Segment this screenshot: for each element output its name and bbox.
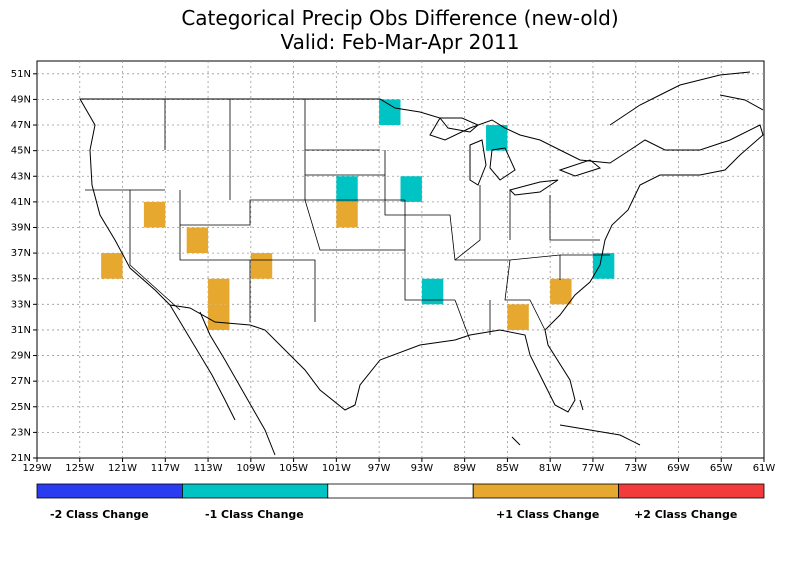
legend-label-minus1: -1 Class Change	[205, 508, 304, 521]
lat-tick-label: 29N	[11, 351, 31, 362]
lat-tick-label: 33N	[11, 299, 31, 310]
lat-tick-label: 27N	[11, 376, 31, 387]
minus1-cell	[592, 253, 615, 279]
lat-tick-label: 39N	[11, 222, 31, 233]
lat-tick-label: 49N	[11, 94, 31, 105]
plus1-cell	[186, 227, 209, 254]
state-boundaries	[85, 99, 610, 341]
lon-tick-label: 117W	[151, 463, 180, 474]
legend-colorbar	[36, 483, 765, 499]
legend-swatch	[472, 483, 620, 499]
lat-tick-label: 23N	[11, 427, 31, 438]
lon-tick-label: 121W	[108, 463, 137, 474]
lat-tick-label: 41N	[11, 197, 31, 208]
lon-tick-label: 113W	[194, 463, 223, 474]
legend-label-minus2: -2 Class Change	[50, 508, 149, 521]
lon-tick-label: 129W	[23, 463, 52, 474]
legend-swatch	[36, 483, 183, 499]
lat-tick-label: 21N	[11, 453, 31, 464]
lat-tick-label: 47N	[11, 120, 31, 131]
plus1-cell	[208, 278, 230, 305]
plus1-cell	[101, 253, 123, 279]
lat-tick-label: 51N	[11, 69, 31, 80]
lon-tick-label: 109W	[236, 463, 265, 474]
plus1-cell	[550, 278, 572, 305]
lat-tick-label: 31N	[11, 325, 31, 336]
lat-tick-label: 43N	[11, 171, 31, 182]
minus1-cell	[400, 176, 422, 202]
minus1-cell	[336, 176, 358, 202]
minus1-cell	[421, 278, 444, 305]
gridlines	[37, 61, 764, 458]
lat-tick-label: 25N	[11, 402, 31, 413]
lon-tick-label: 77W	[582, 463, 605, 474]
minus1-cell	[379, 99, 401, 126]
minus1-cell	[486, 125, 508, 151]
lon-tick-label: 65W	[710, 463, 733, 474]
lon-tick-label: 97W	[368, 463, 391, 474]
plus1-cell	[250, 253, 273, 279]
lon-tick-label: 101W	[322, 463, 351, 474]
map-valid-date: Valid: Feb-Mar-Apr 2011	[280, 30, 520, 54]
lon-tick-label: 61W	[753, 463, 776, 474]
lon-tick-label: 89W	[453, 463, 476, 474]
lon-tick-label: 69W	[667, 463, 690, 474]
map-title: Categorical Precip Obs Difference (new-o…	[181, 6, 619, 30]
legend-swatch	[618, 483, 765, 499]
lat-tick-label: 35N	[11, 274, 31, 285]
us-outline	[79, 71, 764, 456]
lon-tick-label: 105W	[279, 463, 308, 474]
lon-tick-label: 81W	[539, 463, 562, 474]
plus1-cell	[208, 304, 230, 330]
anomaly-cells	[101, 99, 615, 330]
legend-label-plus2: +2 Class Change	[634, 508, 738, 521]
lon-tick-label: 73W	[624, 463, 647, 474]
lon-tick-label: 85W	[496, 463, 519, 474]
axis-ticks: 129W 125W 121W 117W 113W 109W 105W 101W 97W 93W 89…	[11, 69, 776, 474]
legend-swatch	[181, 483, 329, 499]
lat-tick-label: 45N	[11, 146, 31, 157]
lon-tick-label: 125W	[65, 463, 94, 474]
lon-tick-label: 93W	[411, 463, 434, 474]
lat-tick-label: 37N	[11, 248, 31, 259]
legend-label-plus1: +1 Class Change	[496, 508, 600, 521]
legend-swatch	[327, 483, 474, 499]
plus1-cell	[143, 201, 166, 228]
map-frame	[36, 60, 765, 459]
plus1-cell	[507, 304, 529, 330]
plus1-cell	[336, 201, 358, 228]
